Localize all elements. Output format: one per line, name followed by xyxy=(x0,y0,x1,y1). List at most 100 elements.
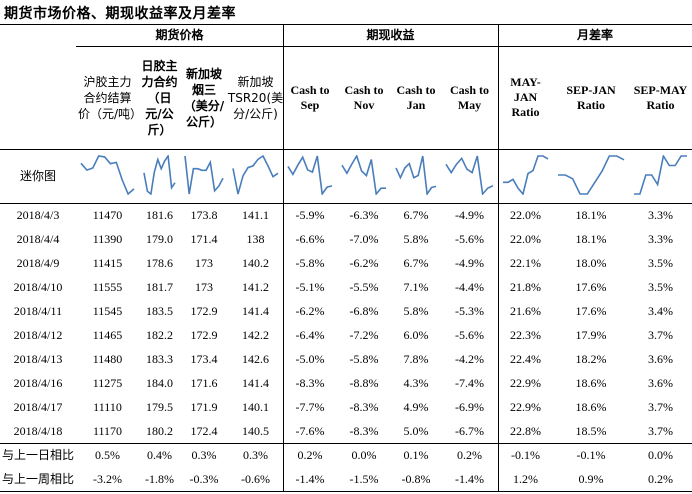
summary-cell: -1.4% xyxy=(455,472,484,486)
table-cell: -8.3% xyxy=(349,424,379,438)
table-cell: 173 xyxy=(195,280,213,294)
table-cell: 11390 xyxy=(92,232,123,246)
table-cell: -4.9% xyxy=(455,256,484,270)
table-cell: 171.9 xyxy=(190,400,218,414)
table-cell: 22.9% xyxy=(510,400,541,414)
column-header: 沪胶主力合约结算价（元/吨） xyxy=(78,74,143,121)
table-cell: 7.8% xyxy=(403,352,429,366)
row-date: 2018/4/12 xyxy=(13,328,63,342)
table-cell: 11170 xyxy=(92,424,123,438)
summary-cell: 0.2% xyxy=(648,472,673,486)
sparkline xyxy=(634,155,687,195)
table-cell: 22.9% xyxy=(510,376,541,390)
table-cell: -7.0% xyxy=(349,232,379,246)
summary-cell: -0.8% xyxy=(401,472,431,486)
table-cell: -7.4% xyxy=(455,376,484,390)
group-header-basis: 期现收益 xyxy=(366,28,415,42)
summary-cell: 0.1% xyxy=(403,448,429,462)
table-cell: 183.5 xyxy=(146,304,173,318)
table-cell: -6.8% xyxy=(349,304,379,318)
summary-cell: -1.4% xyxy=(295,472,325,486)
table-cell: 181.6 xyxy=(146,208,173,222)
table-cell: 4.3% xyxy=(403,376,429,390)
table-cell: -5.1% xyxy=(295,280,325,294)
table-cell: 171.4 xyxy=(190,232,218,246)
sparkline-path xyxy=(143,155,176,195)
table-cell: 5.8% xyxy=(403,304,429,318)
table-cell: -5.8% xyxy=(349,352,379,366)
summary-cell: 0.3% xyxy=(243,448,268,462)
table-cell: -4.9% xyxy=(455,208,484,222)
table-cell: 172.4 xyxy=(190,424,218,438)
table-cell: 182.2 xyxy=(146,328,173,342)
table-cell: 3.3% xyxy=(648,232,673,246)
summary-cell: 0.2% xyxy=(457,448,482,462)
column-header: 新加坡TSR20(美分/公斤) xyxy=(227,74,284,121)
table-cell: 22.1% xyxy=(510,256,541,270)
table-cell: 11480 xyxy=(92,352,123,366)
table-cell: -5.9% xyxy=(295,208,325,222)
sparkline xyxy=(558,155,625,195)
column-header: 日胶主力合约（日元/公斤） xyxy=(141,58,178,137)
table-cell: 3.6% xyxy=(648,352,673,366)
summary-cell: -0.1% xyxy=(511,448,540,462)
table-cell: 7.1% xyxy=(403,280,429,294)
table-cell: 18.1% xyxy=(575,232,607,246)
table-cell: -6.6% xyxy=(295,232,325,246)
sparkline-label: 迷你图 xyxy=(19,169,56,183)
table-cell: 22.0% xyxy=(510,208,541,222)
sparkline-path xyxy=(184,155,224,195)
table-cell: 184.0 xyxy=(146,376,173,390)
table-cell: 17.6% xyxy=(575,304,607,318)
sparkline-path xyxy=(232,155,279,195)
table-cell: 6.7% xyxy=(403,256,429,270)
table-cell: -7.2% xyxy=(349,328,379,342)
table-cell: 173 xyxy=(195,256,213,270)
table-cell: -8.3% xyxy=(349,400,379,414)
group-divider-1 xyxy=(283,24,284,491)
row-date: 2018/4/4 xyxy=(16,232,60,246)
row-date: 2018/4/3 xyxy=(16,208,60,222)
table-cell: -6.9% xyxy=(455,400,484,414)
table-cell: 141.4 xyxy=(242,304,269,318)
table-cell: 173.8 xyxy=(190,208,218,222)
table-cell: 3.3% xyxy=(648,208,673,222)
sparkline-path xyxy=(558,155,625,195)
table-top-rule xyxy=(0,24,692,25)
table-cell: -5.8% xyxy=(295,256,325,270)
table-cell: -5.6% xyxy=(455,328,484,342)
group-divider-2 xyxy=(498,24,499,491)
group-header-futures: 期货价格 xyxy=(155,28,204,42)
summary-cell: 0.5% xyxy=(95,448,120,462)
table-cell: 179.0 xyxy=(146,232,173,246)
summary-cell: -0.6% xyxy=(241,472,270,486)
sparkline-path xyxy=(395,155,437,195)
table-cell: -5.5% xyxy=(349,280,379,294)
table-cell: 11465 xyxy=(92,328,123,342)
table-cell: 18.0% xyxy=(575,256,607,270)
group-header-spread: 月差率 xyxy=(576,28,613,42)
table-cell: 3.4% xyxy=(648,304,673,318)
table-cell: -8.8% xyxy=(349,376,379,390)
row-date: 2018/4/17 xyxy=(13,400,63,414)
table-cell: -6.2% xyxy=(349,256,379,270)
table-cell: 140.2 xyxy=(242,256,269,270)
table-cell: -5.0% xyxy=(295,352,325,366)
table-cell: 141.4 xyxy=(242,376,269,390)
column-header: Cash to May xyxy=(449,82,489,112)
sparkline xyxy=(503,155,549,195)
sparkline-path xyxy=(445,155,494,195)
summary-cell: 0.4% xyxy=(147,448,172,462)
table-cell: 3.5% xyxy=(648,256,673,270)
table-cell: -4.2% xyxy=(455,352,484,366)
column-header-rule xyxy=(0,149,692,150)
sparkline-path xyxy=(341,155,386,195)
table-cell: 11415 xyxy=(92,256,123,270)
table-cell: 17.9% xyxy=(575,328,607,342)
table-cell: 183.3 xyxy=(146,352,173,366)
summary-cell: -0.3% xyxy=(189,472,219,486)
sparkline xyxy=(341,155,386,195)
table-cell: 11275 xyxy=(92,376,123,390)
column-header: 新加坡烟三（美分/公斤） xyxy=(183,66,225,129)
sparkline xyxy=(232,155,279,195)
